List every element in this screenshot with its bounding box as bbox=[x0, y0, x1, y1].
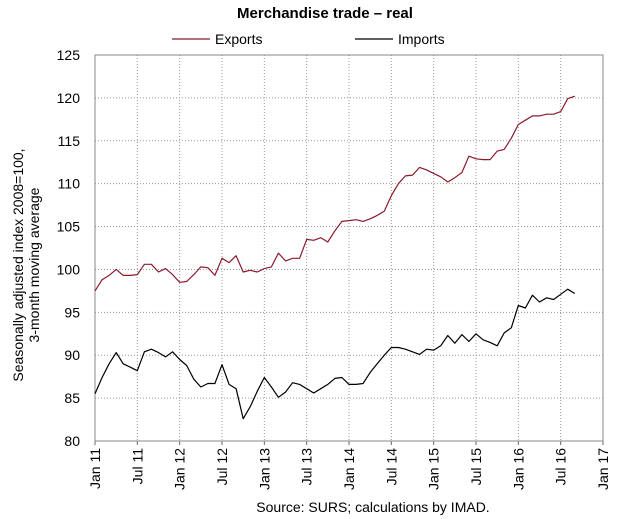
y-tick-label: 115 bbox=[58, 133, 81, 149]
x-tick-label: Jan 15 bbox=[426, 448, 442, 490]
y-tick-label: 85 bbox=[64, 390, 80, 406]
y-tick-label: 80 bbox=[64, 433, 80, 449]
series-lines bbox=[94, 95, 576, 420]
series-line-imports bbox=[94, 288, 576, 420]
legend: Exports Imports bbox=[172, 31, 445, 47]
x-tick-label: Jul 14 bbox=[383, 448, 399, 486]
x-tick-label: Jul 11 bbox=[129, 448, 145, 485]
x-tick-label: Jul 13 bbox=[299, 448, 315, 486]
grid-lines bbox=[95, 55, 603, 441]
chart-title: Merchandise trade – real bbox=[237, 5, 413, 22]
y-tick-label: 105 bbox=[57, 219, 81, 235]
x-tick-label: Jan 14 bbox=[341, 448, 357, 490]
legend-label-imports: Imports bbox=[398, 31, 445, 47]
x-axis-ticks: Jan 11 Jul 11 Jan 12 Jul 12 Jan 13 Jul 13 Jan … bbox=[87, 441, 611, 490]
source-note: Source: SURS; calculations by IMAD. bbox=[256, 499, 489, 515]
x-tick-label: Jan 13 bbox=[256, 448, 272, 490]
y-tick-label: 95 bbox=[64, 304, 80, 320]
y-tick-label: 120 bbox=[57, 90, 81, 106]
x-tick-label: Jul 12 bbox=[214, 448, 230, 486]
y-axis-title: Seasonally adjusted index 2008=100, 3-mo… bbox=[10, 148, 42, 381]
series-line-exports bbox=[94, 95, 575, 292]
legend-label-exports: Exports bbox=[215, 31, 262, 47]
y-axis-title-line2: 3-month moving average bbox=[26, 187, 42, 342]
x-tick-label: Jul 15 bbox=[468, 448, 484, 486]
y-axis-ticks: 80 85 90 95 100 105 110 115 120 125 bbox=[57, 47, 81, 449]
plot-frame bbox=[94, 54, 604, 442]
y-tick-label: 125 bbox=[57, 47, 81, 63]
x-tick-label: Jan 11 bbox=[87, 448, 103, 489]
x-tick-label: Jan 17 bbox=[595, 448, 611, 490]
x-tick-label: Jan 12 bbox=[172, 448, 188, 490]
x-tick-label: Jul 16 bbox=[553, 448, 569, 486]
y-tick-label: 90 bbox=[64, 347, 80, 363]
y-tick-label: 110 bbox=[58, 176, 81, 192]
y-axis-title-line1: Seasonally adjusted index 2008=100, bbox=[10, 148, 26, 381]
y-tick-label: 100 bbox=[57, 261, 81, 277]
x-tick-label: Jan 16 bbox=[510, 448, 526, 490]
